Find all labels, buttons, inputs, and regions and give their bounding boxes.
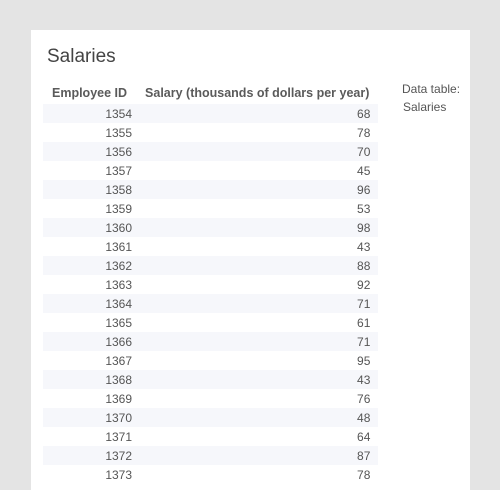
- table-header-row: Employee ID Salary (thousands of dollars…: [43, 82, 378, 104]
- employee-id-cell: 1355: [105, 125, 133, 140]
- salary-cell: 43: [136, 370, 379, 389]
- table-row: 1358 96: [43, 180, 379, 199]
- table-row: 1366 71: [43, 332, 379, 351]
- employee-id-cell: 1359: [105, 201, 133, 216]
- employee-id-cell: 1368: [43, 370, 137, 389]
- table-row: 1371 64: [43, 427, 378, 446]
- salary-cell: 53: [357, 201, 371, 216]
- employee-id-cell: 1370: [43, 408, 137, 427]
- employee-id-cell: 1361: [105, 239, 133, 254]
- employee-id-cell: 1373: [105, 467, 133, 482]
- salary-cell: 96: [136, 180, 379, 199]
- table-row: 1361 43: [43, 237, 378, 256]
- salary-cell: 98: [136, 218, 379, 237]
- employee-id-cell: 1366: [43, 332, 137, 351]
- table-row: 1370 48: [43, 408, 379, 427]
- employee-id-cell: 1371: [105, 429, 133, 444]
- employee-id-cell: 1365: [105, 315, 133, 330]
- table-row: 1356 70: [43, 142, 379, 161]
- table-row: 1357 45: [43, 161, 378, 180]
- salary-cell: 95: [357, 353, 371, 368]
- table-row: 1365 61: [43, 313, 378, 332]
- salary-cell: 70: [136, 142, 379, 161]
- salary-cell: 48: [136, 408, 379, 427]
- table-row: 1355 78: [43, 123, 378, 142]
- table-row: 1359 53: [43, 199, 378, 218]
- page-title: Salaries: [47, 46, 116, 67]
- employee-id-cell: 1357: [105, 163, 133, 178]
- table-row: 1363 92: [43, 275, 378, 294]
- data-table-name: Salaries: [403, 100, 447, 114]
- table-row: 1369 76: [43, 389, 378, 408]
- employee-id-cell: 1372: [43, 446, 137, 465]
- salary-cell: 76: [357, 391, 371, 406]
- column-header-employee-id[interactable]: Employee ID: [52, 86, 128, 100]
- salary-cell: 45: [357, 163, 371, 178]
- employee-id-cell: 1364: [43, 294, 137, 313]
- salary-cell: 87: [136, 446, 379, 465]
- salary-cell: 61: [357, 315, 371, 330]
- data-table-label: Data table:: [402, 82, 461, 96]
- salary-cell: 71: [136, 332, 379, 351]
- salaries-table: Employee ID Salary (thousands of dollars…: [43, 82, 379, 484]
- table-row: 1373 78: [43, 465, 378, 484]
- employee-id-cell: 1356: [43, 142, 137, 161]
- data-table-info: Data table: Salaries: [402, 80, 460, 116]
- column-header-salary[interactable]: Salary (thousands of dollars per year): [145, 86, 370, 100]
- salary-cell: 68: [136, 104, 379, 123]
- table-row: 1368 43: [43, 370, 379, 389]
- salary-cell: 78: [357, 467, 371, 482]
- table-row: 1364 71: [43, 294, 379, 313]
- salary-cell: 71: [136, 294, 379, 313]
- employee-id-cell: 1358: [43, 180, 137, 199]
- salary-cell: 92: [357, 277, 371, 292]
- salary-cell: 43: [357, 239, 371, 254]
- employee-id-cell: 1367: [105, 353, 133, 368]
- salary-cell: 88: [136, 256, 379, 275]
- employee-id-cell: 1362: [43, 256, 137, 275]
- table-row: 1367 95: [43, 351, 378, 370]
- table-body: 1354 68 1355 78 1356 70 1357 45 1358 96 1359 53 1360…: [43, 104, 379, 484]
- salary-cell: 64: [357, 429, 371, 444]
- table-row: 1354 68: [43, 104, 379, 123]
- employee-id-cell: 1363: [105, 277, 133, 292]
- table-row: 1362 88: [43, 256, 379, 275]
- employee-id-cell: 1360: [43, 218, 137, 237]
- data-table-card: Salaries Employee ID Salary (thousands o…: [31, 30, 470, 490]
- employee-id-cell: 1354: [43, 104, 137, 123]
- table-row: 1360 98: [43, 218, 379, 237]
- employee-id-cell: 1369: [105, 391, 133, 406]
- salary-cell: 78: [357, 125, 371, 140]
- table-row: 1372 87: [43, 446, 379, 465]
